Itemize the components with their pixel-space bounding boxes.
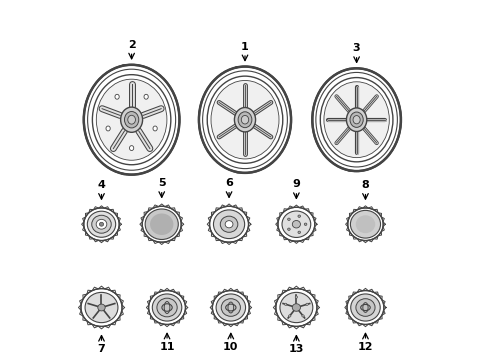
Ellipse shape: [148, 291, 186, 324]
Text: 11: 11: [159, 342, 175, 352]
Ellipse shape: [153, 126, 157, 131]
Text: 12: 12: [358, 342, 373, 352]
Ellipse shape: [350, 210, 381, 238]
Ellipse shape: [225, 221, 233, 228]
Text: 9: 9: [293, 180, 300, 189]
Ellipse shape: [128, 115, 135, 124]
Ellipse shape: [324, 82, 389, 158]
Ellipse shape: [351, 294, 380, 321]
Text: 7: 7: [98, 345, 105, 355]
Ellipse shape: [288, 218, 290, 220]
Text: 10: 10: [223, 342, 239, 352]
Ellipse shape: [129, 146, 134, 150]
Ellipse shape: [124, 112, 139, 128]
Ellipse shape: [92, 215, 111, 233]
Ellipse shape: [99, 222, 103, 226]
Ellipse shape: [212, 291, 249, 324]
Text: 8: 8: [362, 180, 369, 190]
Text: 5: 5: [158, 178, 166, 188]
Ellipse shape: [85, 292, 118, 323]
Ellipse shape: [81, 289, 122, 327]
Ellipse shape: [216, 294, 245, 321]
Ellipse shape: [312, 68, 401, 171]
Ellipse shape: [356, 215, 375, 233]
Ellipse shape: [115, 94, 119, 99]
Ellipse shape: [211, 81, 279, 159]
Ellipse shape: [97, 79, 167, 160]
Ellipse shape: [145, 209, 178, 239]
Ellipse shape: [150, 213, 173, 235]
Ellipse shape: [199, 67, 291, 173]
Text: 3: 3: [353, 44, 361, 53]
Ellipse shape: [346, 108, 367, 131]
Ellipse shape: [356, 299, 375, 316]
Ellipse shape: [210, 206, 248, 242]
Ellipse shape: [106, 126, 110, 131]
Ellipse shape: [142, 206, 181, 242]
Ellipse shape: [293, 221, 300, 228]
Ellipse shape: [241, 116, 249, 124]
Ellipse shape: [221, 299, 241, 316]
Ellipse shape: [282, 211, 311, 238]
Ellipse shape: [152, 294, 182, 321]
Ellipse shape: [220, 216, 238, 232]
Ellipse shape: [96, 219, 107, 229]
Ellipse shape: [214, 210, 245, 239]
Ellipse shape: [302, 315, 304, 317]
Ellipse shape: [298, 215, 300, 217]
Ellipse shape: [234, 108, 256, 132]
Ellipse shape: [87, 211, 116, 237]
Ellipse shape: [93, 75, 171, 165]
Ellipse shape: [284, 303, 287, 305]
Ellipse shape: [306, 303, 308, 305]
Ellipse shape: [121, 107, 143, 132]
Text: 6: 6: [225, 178, 233, 188]
Ellipse shape: [84, 208, 119, 240]
Ellipse shape: [304, 223, 307, 225]
Ellipse shape: [347, 291, 384, 324]
Text: 4: 4: [98, 180, 105, 190]
Ellipse shape: [280, 292, 313, 323]
Ellipse shape: [353, 116, 360, 124]
Ellipse shape: [288, 228, 290, 230]
Ellipse shape: [207, 76, 283, 163]
Text: 1: 1: [241, 42, 249, 52]
Ellipse shape: [320, 77, 393, 162]
Ellipse shape: [289, 315, 291, 317]
Ellipse shape: [144, 94, 148, 99]
Ellipse shape: [295, 296, 297, 298]
Ellipse shape: [278, 207, 315, 241]
Ellipse shape: [238, 112, 252, 128]
Ellipse shape: [84, 65, 179, 175]
Ellipse shape: [298, 231, 300, 234]
Ellipse shape: [276, 289, 317, 327]
Ellipse shape: [350, 112, 363, 127]
Ellipse shape: [157, 298, 177, 317]
Ellipse shape: [98, 304, 105, 311]
Ellipse shape: [292, 304, 300, 311]
Text: 2: 2: [128, 40, 136, 50]
Ellipse shape: [348, 208, 383, 240]
Text: 13: 13: [289, 345, 304, 355]
